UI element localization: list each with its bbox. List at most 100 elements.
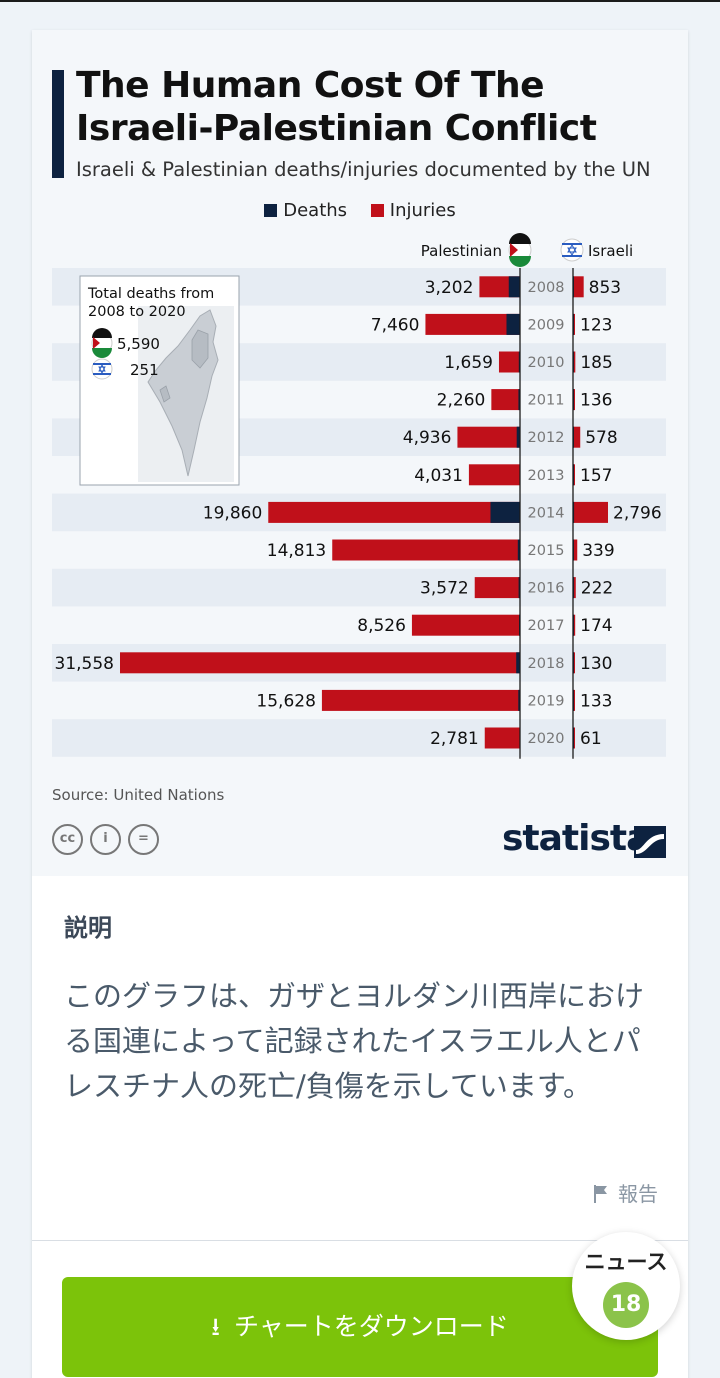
legend-label-injuries: Injuries <box>389 200 456 221</box>
bar-palestinian-deaths-2009 <box>506 313 520 335</box>
label-israeli-2017: 174 <box>580 616 612 636</box>
year-label-2009: 2009 <box>528 317 565 333</box>
column-header-israeli: Israeli <box>588 242 633 260</box>
legend-label-deaths: Deaths <box>283 200 348 221</box>
label-palestinian-2008: 3,202 <box>425 278 474 298</box>
label-palestinian-2016: 3,572 <box>420 579 469 599</box>
year-label-2010: 2010 <box>528 355 565 371</box>
label-israeli-2009: 123 <box>580 315 612 335</box>
cc-icon: cc <box>52 824 83 855</box>
gaza-map-shape <box>159 385 171 403</box>
column-header-palestinian: Palestinian <box>421 242 502 260</box>
bar-palestinian-2019 <box>321 689 520 711</box>
label-palestinian-2019: 15,628 <box>256 691 315 711</box>
bar-palestinian-deaths-2015 <box>517 539 520 561</box>
inset-title-line1: Total deaths from <box>87 286 214 302</box>
bar-palestinian-deaths-2019 <box>518 689 520 711</box>
legend-deaths: Deaths <box>264 200 347 221</box>
label-israeli-2015: 339 <box>582 541 614 561</box>
label-palestinian-2020: 2,781 <box>430 729 479 749</box>
israel-flag-icon <box>560 238 584 262</box>
description-text: このグラフは、ガザとヨルダン川西岸における国連によって記録されたイスラエル人とパ… <box>64 979 645 1103</box>
year-label-2008: 2008 <box>528 280 565 296</box>
label-palestinian-2013: 4,031 <box>414 466 463 486</box>
inset-palestine-flag-icon <box>91 328 113 358</box>
label-palestinian-2014: 19,860 <box>203 503 262 523</box>
label-palestinian-2010: 1,659 <box>444 353 493 373</box>
year-label-2013: 2013 <box>528 468 565 484</box>
infographic: The Human Cost Of The Israeli-Palestinia… <box>32 30 688 876</box>
no-derivatives-icon: = <box>128 824 159 855</box>
bar-chart: Palestinian Israeli 3,202 2008 853 7,460 2009 1… <box>52 233 666 759</box>
label-israeli-2008: 853 <box>589 278 621 298</box>
year-label-2015: 2015 <box>528 543 565 559</box>
chart-subtitle: Israeli & Palestinian deaths/injuries do… <box>76 158 651 181</box>
row-band <box>52 568 666 607</box>
label-israeli-2020: 61 <box>580 729 602 749</box>
bar-palestinian-deaths-2014 <box>490 501 520 523</box>
bar-palestinian-2010 <box>498 351 520 373</box>
legend-injuries: Injuries <box>370 200 456 221</box>
bar-palestinian-2012 <box>457 426 520 448</box>
statista-mark-icon <box>634 826 666 858</box>
top-divider <box>0 0 720 2</box>
legend-swatch-injuries <box>370 204 384 217</box>
palestine-flag-icon <box>508 233 532 267</box>
bar-palestinian-deaths-2016 <box>518 577 520 599</box>
bar-palestinian-2014 <box>268 501 520 523</box>
year-label-2020: 2020 <box>528 731 565 747</box>
bar-palestinian-2017 <box>411 614 520 636</box>
bar-israeli-2010 <box>573 351 576 373</box>
inset-title-line2: 2008 to 2020 <box>88 304 186 320</box>
title-accent-bar <box>52 70 64 178</box>
label-palestinian-2011: 2,260 <box>437 391 486 411</box>
label-israeli-2016: 222 <box>581 579 613 599</box>
bar-palestinian-deaths-2018 <box>516 652 520 674</box>
flag-icon <box>594 1185 607 1203</box>
year-label-2017: 2017 <box>528 618 565 634</box>
report-label: 報告 <box>618 1182 658 1206</box>
west-bank-map-shape <box>191 329 209 369</box>
news-badge[interactable]: ニュース 18 <box>572 1232 680 1340</box>
label-israeli-2013: 157 <box>580 466 612 486</box>
source-note: Source: United Nations <box>52 786 225 804</box>
label-israeli-2018: 130 <box>580 654 612 674</box>
chart-title: The Human Cost Of The Israeli-Palestinia… <box>76 65 597 149</box>
report-link[interactable]: 報告 <box>594 1178 658 1207</box>
attribution-icon: i <box>90 824 121 855</box>
label-palestinian-2017: 8,526 <box>357 616 406 636</box>
bar-palestinian-2011 <box>491 389 520 411</box>
bar-israeli-2014 <box>573 501 608 523</box>
license-icons: cc i = <box>52 824 166 856</box>
inset-israeli-total: 251 <box>130 361 159 379</box>
label-palestinian-2009: 7,460 <box>371 315 420 335</box>
bar-palestinian-2015 <box>332 539 520 561</box>
year-label-2019: 2019 <box>528 693 565 709</box>
label-israeli-2014: 2,796 <box>613 503 662 523</box>
label-palestinian-2015: 14,813 <box>267 541 326 561</box>
bar-palestinian-2016 <box>474 577 520 599</box>
bar-palestinian-2013 <box>468 464 520 486</box>
label-israeli-2012: 578 <box>585 428 617 448</box>
label-israeli-2010: 185 <box>580 353 612 373</box>
bar-palestinian-2009 <box>425 313 520 335</box>
legend: Deaths Injuries <box>32 200 688 221</box>
year-label-2016: 2016 <box>528 581 565 597</box>
year-label-2011: 2011 <box>528 393 565 409</box>
bar-palestinian-2018 <box>120 652 520 674</box>
bar-palestinian-deaths-2012 <box>516 426 520 448</box>
bar-palestinian-deaths-2008 <box>508 276 520 298</box>
year-label-2012: 2012 <box>528 430 565 446</box>
description-heading: 説明 <box>64 914 112 942</box>
year-label-2014: 2014 <box>528 505 565 521</box>
chart-card: The Human Cost Of The Israeli-Palestinia… <box>32 30 688 1378</box>
row-band <box>52 719 666 757</box>
statista-logo: statista <box>502 818 650 859</box>
bar-palestinian-deaths-2011 <box>518 389 520 411</box>
label-israeli-2011: 136 <box>580 391 612 411</box>
label-palestinian-2018: 31,558 <box>55 654 114 674</box>
bar-palestinian-2020 <box>484 727 520 749</box>
download-chart-button[interactable]: ⭳ チャートをダウンロード <box>62 1277 658 1377</box>
inset-palestinian-total: 5,590 <box>117 335 160 353</box>
news-label: ニュース <box>584 1250 668 1274</box>
